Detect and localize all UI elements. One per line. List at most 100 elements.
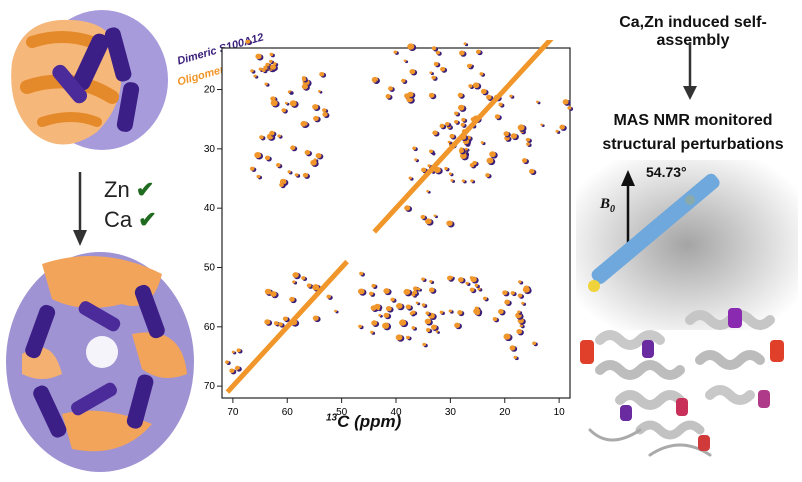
oligomeric-peak <box>494 114 501 119</box>
y-tick-label: 40 <box>204 203 216 214</box>
oligomeric-peak <box>489 151 496 158</box>
oligomeric-peak <box>411 326 416 330</box>
oligomeric-peak <box>445 121 450 126</box>
oligomeric-peak <box>450 179 454 182</box>
oligomeric-peak <box>405 304 412 310</box>
zn-ion-label: Zn ✔ <box>104 177 155 202</box>
oligomeric-peak <box>497 308 504 315</box>
oligomeric-peak <box>519 324 524 328</box>
x-tick-label: 70 <box>227 407 239 418</box>
oligomeric-peak <box>289 296 295 302</box>
oligomeric-peak <box>480 141 484 144</box>
oligomeric-peak <box>485 173 490 178</box>
oligomeric-peak <box>399 319 407 326</box>
oligomeric-peak <box>420 214 426 220</box>
oligomeric-peak <box>458 148 465 154</box>
oligomeric-peak <box>469 287 475 292</box>
oligomeric-peak <box>357 288 365 295</box>
oligomeric-peak <box>431 46 437 51</box>
self-assembly-step: Ca,Zn induced self-assembly <box>619 14 767 49</box>
plot-frame <box>221 47 571 399</box>
oligomeric-peak <box>526 142 530 146</box>
oligomeric-peak <box>401 78 406 83</box>
oligomeric-peak <box>302 172 309 178</box>
oligomeric-peak <box>431 75 436 80</box>
oligomeric-peak <box>521 301 525 305</box>
oligomeric-peak <box>301 77 307 82</box>
oligomeric-peak <box>474 283 479 287</box>
oligomeric-peak <box>435 330 439 333</box>
oligomeric-peak <box>446 220 453 227</box>
oligomer-structure-image <box>6 252 194 472</box>
oligomeric-peak <box>428 149 434 154</box>
oligomeric-peak <box>275 163 281 168</box>
oligomeric-peak <box>378 313 382 317</box>
oligomeric-peak <box>385 306 392 312</box>
oligomeric-peak <box>289 100 297 107</box>
oligomeric-peak <box>292 272 299 278</box>
oligomeric-peak <box>390 297 395 302</box>
down-arrow-icon <box>73 172 87 246</box>
oligomeric-peak <box>536 100 539 104</box>
x-tick-label: 60 <box>282 407 294 418</box>
oligomeric-peak <box>265 62 270 67</box>
oligomeric-peak <box>567 106 572 110</box>
oligomeric-peak <box>359 271 364 276</box>
oligomeric-peak <box>529 168 535 174</box>
oligomeric-peak <box>388 86 394 91</box>
oligomeric-peak <box>318 90 321 93</box>
oligomeric-peak <box>358 324 362 329</box>
oligomeric-peak <box>403 288 411 295</box>
oligomeric-peak <box>258 67 263 71</box>
oligomeric-peak <box>440 66 446 72</box>
oligomeric-peak <box>294 173 299 177</box>
oligomeric-peak <box>447 140 451 144</box>
oligomeric-peak <box>562 99 569 105</box>
oligomeric-peak <box>319 71 325 77</box>
oligomeric-peak <box>503 131 510 137</box>
oligomeric-peak <box>269 59 273 63</box>
mas-nmr-step-line1: MAS NMR monitored <box>613 112 773 129</box>
oligomeric-peak <box>249 166 255 171</box>
oligomeric-peak <box>292 280 296 284</box>
oligomeric-peak <box>403 59 407 62</box>
oligomeric-peak <box>287 90 291 94</box>
oligomeric-peak <box>273 62 277 66</box>
oligomeric-peak <box>421 277 425 281</box>
oligomeric-peak <box>269 64 277 70</box>
oligomeric-peak <box>412 286 418 291</box>
oligomeric-peak <box>474 310 481 316</box>
oligomeric-peak <box>269 130 275 136</box>
oligomeric-peak <box>457 104 465 111</box>
oligomeric-peak <box>376 307 380 311</box>
oligomeric-peak <box>405 335 410 340</box>
oligomeric-peak <box>457 277 464 283</box>
oligomeric-peak <box>510 133 518 139</box>
oligomeric-peak <box>415 301 419 305</box>
oligomeric-peak <box>225 360 229 364</box>
oligomeric-peak <box>277 134 281 138</box>
mas-nmr-step-line2: structural perturbations <box>602 136 784 153</box>
oligomeric-peak <box>301 276 306 280</box>
oligomeric-peak <box>457 310 463 315</box>
oligomeric-peak <box>532 341 537 346</box>
oligomeric-peak <box>385 94 391 99</box>
oligomeric-peak <box>433 61 439 67</box>
oligomeric-peak <box>432 130 438 136</box>
oligomeric-peak <box>559 124 565 130</box>
oligomeric-peak <box>444 166 448 171</box>
oligomeric-peak <box>371 320 378 326</box>
oligomeric-peak <box>236 348 241 353</box>
oligomeric-peak <box>383 288 390 294</box>
oligomeric-peak <box>412 146 417 150</box>
oligomeric-peak <box>411 310 416 315</box>
oligomeric-peak <box>425 328 431 333</box>
oligomeric-peak <box>439 123 445 129</box>
oligomeric-peak <box>231 350 235 354</box>
oligomeric-peak <box>463 42 467 46</box>
oligomeric-peak <box>422 342 427 347</box>
y-tick-label: 50 <box>204 262 216 273</box>
oligomeric-peak <box>525 137 531 142</box>
x-axis-ticks: 70 60 50 40 30 20 10 <box>227 398 565 418</box>
oligomeric-peak <box>486 157 494 164</box>
